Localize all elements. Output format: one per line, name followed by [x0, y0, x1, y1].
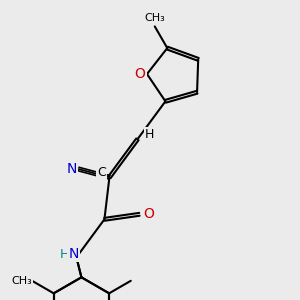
- Text: C: C: [97, 166, 106, 179]
- Text: O: O: [143, 207, 154, 221]
- Text: CH₃: CH₃: [144, 14, 165, 23]
- Text: CH₃: CH₃: [12, 276, 32, 286]
- Text: H: H: [145, 128, 154, 141]
- Text: N: N: [66, 162, 77, 176]
- Text: H: H: [60, 248, 69, 261]
- Text: O: O: [135, 67, 146, 81]
- Text: N: N: [68, 247, 79, 261]
